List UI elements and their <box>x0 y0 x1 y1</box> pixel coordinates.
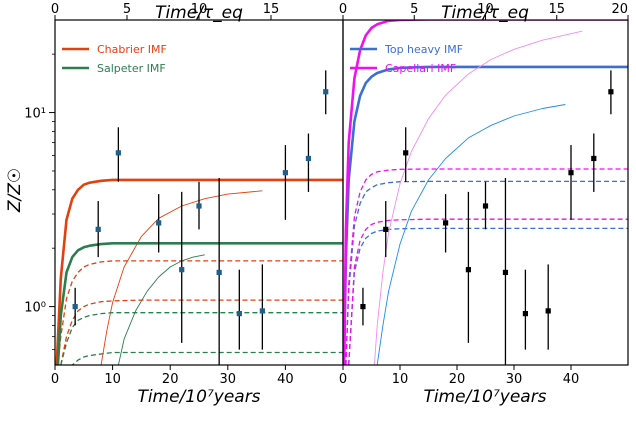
left-data-point <box>115 150 121 156</box>
left-x-tick-label: 20 <box>162 372 179 387</box>
right-x-tick-label: 40 <box>563 372 580 387</box>
right-top-tick-label: 0 <box>339 2 347 17</box>
right-data-point <box>465 267 471 273</box>
right-legend: Top heavy IMF Capellari IMF <box>350 43 463 75</box>
right-x-tick-label: 30 <box>506 372 523 387</box>
y-tick-label: 10¹ <box>24 107 46 122</box>
right-data-point <box>383 226 389 232</box>
left-x-tick-label: 40 <box>277 372 294 387</box>
left-top-tick-label: 0 <box>51 2 59 17</box>
left-x-tick-label: 0 <box>51 372 59 387</box>
right-top-tick-label: 20 <box>611 2 628 17</box>
left-panel: 0 10 20 30 40 0 5 10 15 10⁰ 10¹ Chabrier IMF Salpet… <box>24 2 344 387</box>
left-top-axis-label: Time/τ_eq <box>155 3 243 23</box>
right-x-axis-label: Time/10⁷years <box>423 387 546 407</box>
right-series-line-1 <box>345 180 628 365</box>
left-data-point <box>259 308 265 314</box>
left-data-point <box>305 155 312 162</box>
right-series-line-0 <box>343 65 628 365</box>
right-data-point <box>522 311 528 317</box>
right-series-line-3 <box>376 104 566 365</box>
left-x-tick-label: 10 <box>104 372 121 387</box>
left-legend: Chabrier IMF Salpeter IMF <box>62 43 167 75</box>
right-top-tick-label: 10 <box>477 2 494 17</box>
right-data-point <box>403 150 409 156</box>
right-data-point <box>360 303 366 310</box>
right-data-point <box>591 155 597 162</box>
left-data-point <box>282 170 288 176</box>
left-legend-label: Salpeter IMF <box>97 62 166 75</box>
left-data-point <box>236 311 242 317</box>
left-series-line-6 <box>71 351 343 365</box>
right-series-line-4 <box>343 20 628 365</box>
right-legend-label: Top heavy IMF <box>384 43 463 56</box>
right-data-points <box>360 70 614 365</box>
right-series-line-6 <box>348 218 628 365</box>
left-data-point <box>196 203 202 209</box>
left-data-point <box>323 89 329 95</box>
right-data-point <box>443 220 449 226</box>
right-data-point <box>482 203 489 209</box>
left-data-point <box>72 303 78 310</box>
left-data-point <box>156 220 162 226</box>
right-panel: 0 10 20 30 40 0 5 10 15 20 Top heavy IMF Capellari… <box>339 2 629 387</box>
left-series-line-7 <box>117 254 205 365</box>
left-data-point <box>179 267 185 273</box>
right-curves <box>343 20 628 365</box>
left-series-line-1 <box>57 260 343 365</box>
left-data-point <box>216 269 222 276</box>
right-data-point <box>568 170 574 176</box>
right-x-tick-label: 10 <box>392 372 409 387</box>
right-series-line-2 <box>348 227 628 365</box>
right-data-point <box>502 269 509 276</box>
left-series-line-0 <box>55 178 343 365</box>
left-series-line-2 <box>60 299 343 365</box>
left-ticks: 0 10 20 30 40 0 5 10 15 10⁰ 10¹ <box>24 2 293 387</box>
right-ticks: 0 10 20 30 40 0 5 10 15 20 <box>339 2 629 387</box>
left-data-point <box>95 226 101 232</box>
left-series-line-4 <box>56 242 343 365</box>
y-tick-label: 10⁰ <box>24 301 46 316</box>
right-data-point <box>608 89 614 95</box>
right-series-line-5 <box>345 168 628 365</box>
left-x-tick-label: 30 <box>220 372 237 387</box>
left-top-tick-label: 5 <box>123 2 131 17</box>
right-top-tick-label: 15 <box>548 2 565 17</box>
left-data-points <box>72 70 329 365</box>
right-x-tick-label: 20 <box>449 372 466 387</box>
left-top-tick-label: 10 <box>191 2 208 17</box>
y-axis-label: Z/Z☉ <box>5 168 25 213</box>
right-series-line-7 <box>373 30 583 365</box>
left-series-line-3 <box>100 190 263 365</box>
left-series-line-5 <box>60 312 343 365</box>
right-legend-label: Capellari IMF <box>385 62 456 75</box>
left-curves <box>55 178 343 365</box>
left-legend-label: Chabrier IMF <box>97 43 167 56</box>
left-top-tick-label: 15 <box>263 2 280 17</box>
right-top-axis-label: Time/τ_eq <box>441 3 529 23</box>
right-data-point <box>545 308 551 314</box>
right-top-tick-label: 5 <box>410 2 418 17</box>
right-x-tick-label: 0 <box>339 372 347 387</box>
left-x-axis-label: Time/10⁷years <box>137 387 260 407</box>
